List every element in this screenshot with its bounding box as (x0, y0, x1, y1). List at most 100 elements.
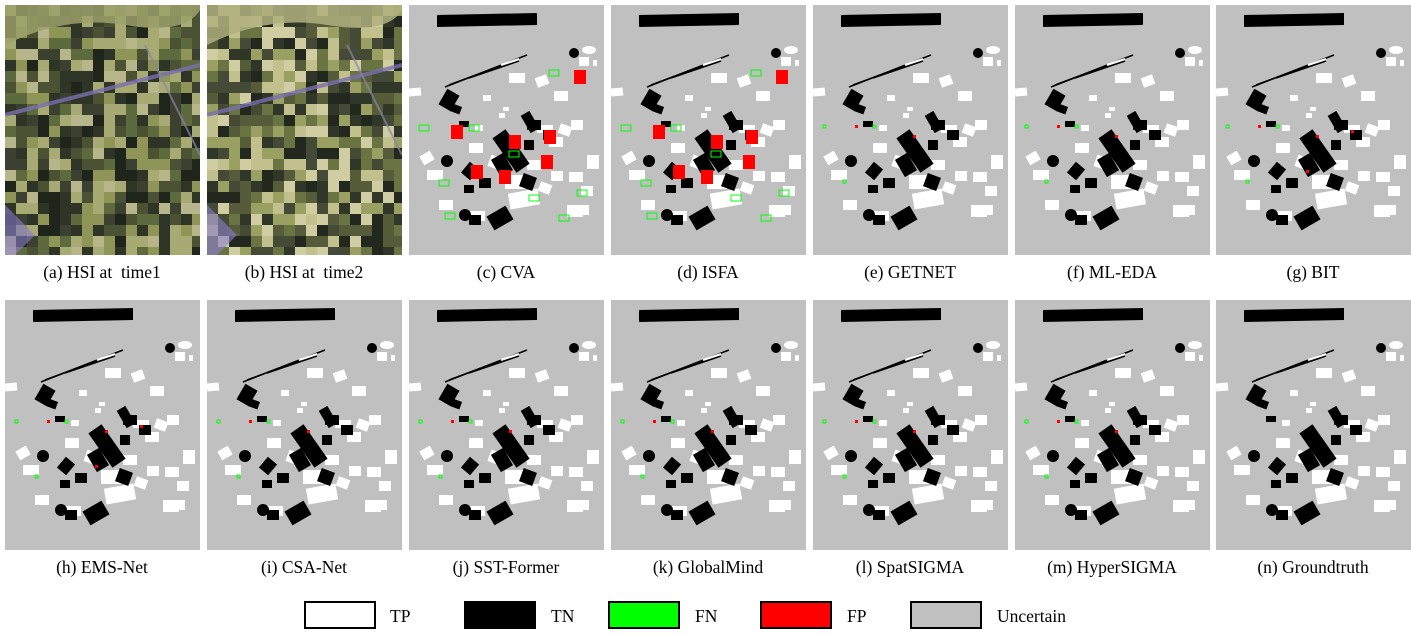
tp-region (671, 143, 685, 153)
fn-region (558, 214, 570, 222)
hsi-pixel-block (27, 71, 38, 82)
tp-region (759, 123, 775, 137)
hsi-pixel-block (317, 93, 328, 104)
tn-region (640, 383, 662, 407)
hsi-pixel-block (229, 49, 240, 60)
tn-region (1286, 473, 1298, 483)
hsi-pixel-block (148, 82, 159, 93)
hsi-pixel-block (170, 104, 181, 115)
hsi-pixel-block (137, 126, 148, 137)
tp-region (1143, 125, 1159, 133)
tn-region (864, 456, 884, 476)
hsi-pixel-block (317, 181, 328, 192)
hsi-pixel-block (317, 247, 328, 255)
hsi-pixel-block (60, 236, 71, 247)
tp-region (843, 495, 857, 505)
hsi-pixel-block (192, 137, 200, 148)
hsi-pixel-block (82, 170, 93, 181)
tp-region (903, 408, 909, 413)
hsi-pixel-block (240, 71, 251, 82)
hsi-pixel-block (38, 247, 49, 255)
hsi-pixel-block (71, 236, 82, 247)
hsi-pixel-block (5, 38, 16, 49)
hsi-pixel-block (60, 115, 71, 126)
tp-region (537, 181, 553, 195)
hsi-pixel-block (192, 236, 200, 247)
hsi-pixel-block (82, 60, 93, 71)
tp-region (503, 107, 509, 111)
tp-region (983, 500, 993, 510)
tp-region (1246, 495, 1260, 505)
tn-region (1245, 88, 1267, 112)
tn-region (1376, 343, 1386, 353)
hsi-pixel-block (126, 104, 137, 115)
tn-region (469, 215, 481, 225)
tn-region (1175, 343, 1185, 353)
hsi-pixel-block (317, 27, 328, 38)
hsi-pixel-block (306, 38, 317, 49)
tn-region (853, 398, 867, 410)
tp-region (335, 420, 351, 428)
tn-region (1276, 510, 1288, 520)
tp-region (1316, 73, 1332, 83)
hsi-pixel-block (372, 49, 383, 60)
fn-region (842, 179, 847, 184)
tn-region (1248, 155, 1260, 167)
hsi-pixel-block (38, 137, 49, 148)
hsi-pixel-block (71, 60, 82, 71)
hsi-pixel-block (339, 82, 350, 93)
tp-region (509, 368, 525, 378)
fp-region (140, 425, 143, 428)
tn-region (258, 456, 278, 476)
tp-region (237, 495, 251, 505)
hsi-pixel-block (38, 38, 49, 49)
tp-region (133, 476, 149, 490)
hsi-pixel-block (295, 38, 306, 49)
hsi-pixel-block (82, 181, 93, 192)
tp-region (911, 483, 945, 505)
hsi-pixel-block (350, 236, 361, 247)
hsi-pixel-block (115, 203, 126, 214)
hsi-pixel-block (126, 181, 137, 192)
tn-region (325, 415, 339, 425)
fn-region (872, 124, 877, 129)
hsi-pixel-block (115, 214, 126, 225)
hsi-pixel-block (104, 38, 115, 49)
hsi-pixel-block (317, 170, 328, 181)
hsi-pixel-block (295, 115, 306, 126)
tp-region (582, 341, 596, 349)
tn-region (688, 500, 716, 526)
hsi-pixel-block (361, 137, 372, 148)
hsi-pixel-block (137, 82, 148, 93)
tp-region (1282, 125, 1290, 131)
tn-region (890, 500, 918, 526)
tp-region (153, 418, 169, 432)
fn-region (1074, 419, 1079, 424)
hsi-pixel-block (115, 225, 126, 236)
hsi-pixel-block (27, 247, 38, 255)
hsi-pixel-block (306, 192, 317, 203)
hsi-pixel-block (60, 126, 71, 137)
hsi-pixel-block (218, 93, 229, 104)
hsi-pixel-block (71, 192, 82, 203)
hsi-pixel-block (383, 104, 394, 115)
hsi-pixel-block (49, 93, 60, 104)
fp-region (471, 165, 483, 179)
tp-region (551, 171, 563, 181)
tp-region (579, 352, 589, 361)
change-map (1216, 300, 1411, 550)
hsi-pixel-block (218, 115, 229, 126)
hsi-pixel-block (339, 49, 350, 60)
hsi-pixel-block (251, 60, 262, 71)
hsi-pixel-block (49, 159, 60, 170)
hsi-pixel-block (317, 148, 328, 159)
hsi-pixel-block (328, 82, 339, 93)
hsi-pixel-block (181, 82, 192, 93)
tp-region (1081, 125, 1089, 131)
tn-region (1092, 500, 1120, 526)
hsi-pixel-block (60, 104, 71, 115)
hsi-pixel-block (262, 247, 273, 255)
hsi-pixel-block (49, 203, 60, 214)
hsi-pixel-block (350, 148, 361, 159)
hsi-pixel-block (170, 192, 181, 203)
